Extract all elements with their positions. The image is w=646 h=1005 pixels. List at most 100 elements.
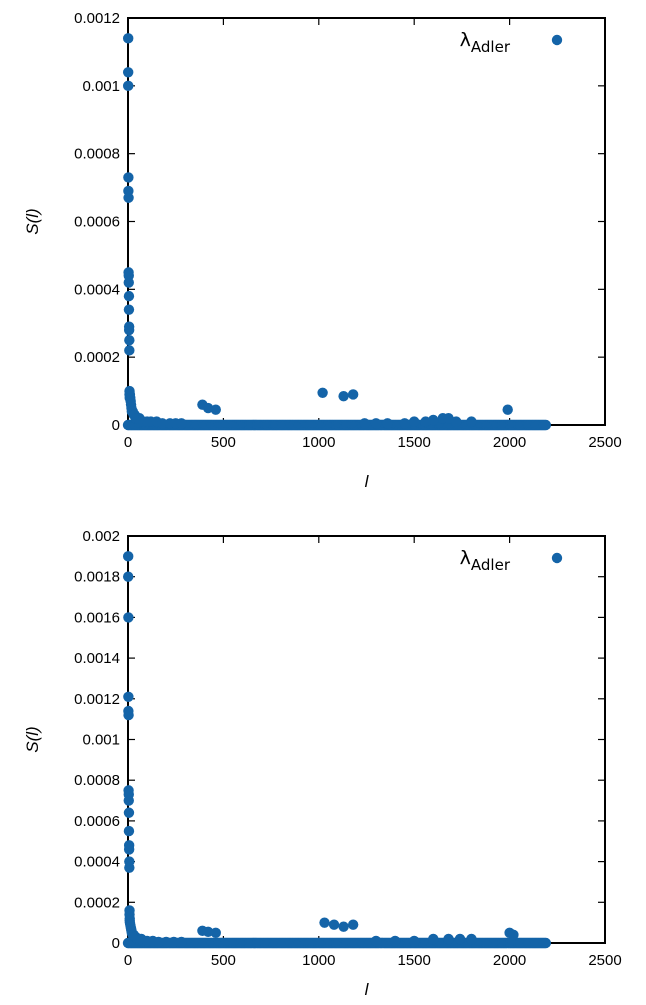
data-point	[428, 414, 439, 426]
y-tick-label: 0.0006	[74, 214, 120, 231]
data-point	[202, 926, 214, 938]
x-tick-label: 1000	[302, 952, 335, 969]
data-point	[123, 709, 134, 721]
chart-panel-2: 0 500 1000 1500 2000 2500 0 0.0002 0.0004 0.0006 0…	[23, 528, 622, 999]
data-point	[466, 416, 477, 427]
data-point	[123, 277, 134, 288]
data-point	[123, 825, 135, 837]
plot-frame	[127, 17, 606, 426]
x-tick-label: 1500	[398, 434, 431, 451]
data-point	[122, 67, 134, 78]
x-tick-label: 2000	[493, 952, 526, 969]
data-point	[540, 419, 552, 431]
data-point	[123, 290, 135, 302]
data-point	[389, 935, 401, 947]
data-point	[454, 933, 466, 945]
legend: λAdler	[460, 29, 563, 56]
data-point	[122, 571, 134, 582]
data-point	[122, 33, 134, 44]
data-point	[123, 612, 134, 623]
data-point	[122, 80, 134, 92]
chart-panel-1: 0 500 1000 1500 2000 2500 0 0.0002 0.0004 0.0006 0…	[23, 10, 622, 491]
data-point	[399, 418, 410, 429]
data-point	[359, 418, 370, 429]
data-point	[466, 933, 477, 945]
y-tick-label: 0.0018	[74, 569, 120, 586]
data-point	[123, 795, 134, 806]
x-tick-label: 2500	[588, 952, 621, 969]
y-axis-label: S(l)	[23, 726, 42, 752]
y-tick-label: 0.0016	[74, 609, 120, 626]
y-tick-label: 0	[112, 417, 120, 434]
data-point	[319, 917, 330, 928]
x-axis-label: l	[365, 472, 370, 491]
data-point	[347, 389, 359, 400]
x-axis-label: l	[365, 980, 370, 999]
y-tick-label: 0	[112, 935, 120, 952]
x-tick-label: 1500	[398, 952, 431, 969]
data-point	[123, 691, 134, 702]
data-point	[382, 418, 393, 429]
data-point	[122, 551, 134, 562]
series-1	[122, 551, 552, 949]
legend-marker	[551, 552, 563, 564]
data-point	[443, 933, 454, 945]
series-1	[122, 33, 552, 431]
y-tick-label: 0.0006	[74, 813, 120, 830]
legend-label: λAdler	[460, 29, 511, 56]
data-point	[409, 935, 420, 947]
y-axis-label: S(l)	[23, 208, 42, 234]
y-tick-label: 0.0004	[74, 854, 120, 871]
data-point	[168, 936, 179, 948]
data-point	[409, 416, 420, 427]
data-point	[124, 335, 135, 346]
data-point	[123, 807, 135, 818]
data-point	[123, 844, 135, 855]
x-tick-label: 500	[211, 434, 236, 451]
y-tick-label: 0.001	[82, 732, 120, 749]
y-tick-label: 0.0002	[74, 894, 120, 911]
data-point	[338, 921, 349, 932]
data-point	[210, 404, 221, 415]
data-point	[210, 927, 221, 939]
data-point	[157, 418, 168, 429]
legend-marker	[551, 34, 563, 46]
data-point	[176, 936, 187, 948]
y-tick-label: 0.0004	[74, 281, 120, 298]
data-point	[502, 404, 513, 415]
data-point	[124, 862, 135, 873]
data-point	[450, 416, 462, 427]
data-point	[370, 935, 382, 947]
data-point	[153, 936, 164, 948]
y-tick-label: 0.001	[82, 78, 120, 95]
x-tick-label: 2500	[588, 434, 621, 451]
y-tick-label: 0.0012	[74, 691, 120, 708]
y-tick-label: 0.0008	[74, 772, 120, 789]
x-tick-label: 2000	[493, 434, 526, 451]
data-point	[347, 919, 359, 930]
x-tick-label: 0	[124, 434, 132, 451]
data-point	[508, 929, 519, 941]
data-point	[328, 919, 340, 930]
data-point	[123, 192, 134, 203]
legend: λAdler	[460, 547, 563, 574]
data-point	[124, 345, 135, 356]
y-tick-label: 0.0012	[74, 10, 120, 27]
x-tick-label: 1000	[302, 434, 335, 451]
plot-frame	[127, 535, 606, 944]
y-tick-label: 0.0002	[74, 349, 120, 366]
data-point	[428, 933, 439, 945]
legend-label: λAdler	[460, 547, 511, 574]
y-tick-label: 0.002	[82, 528, 120, 545]
data-point	[123, 324, 135, 336]
y-tick-label: 0.0008	[74, 146, 120, 163]
data-point	[317, 387, 328, 398]
data-point	[160, 936, 172, 948]
x-tick-label: 0	[124, 952, 132, 969]
data-point	[123, 172, 134, 183]
y-tick-label: 0.0014	[74, 650, 120, 667]
data-point	[338, 390, 349, 402]
data-point	[370, 418, 382, 429]
x-tick-label: 500	[211, 952, 236, 969]
